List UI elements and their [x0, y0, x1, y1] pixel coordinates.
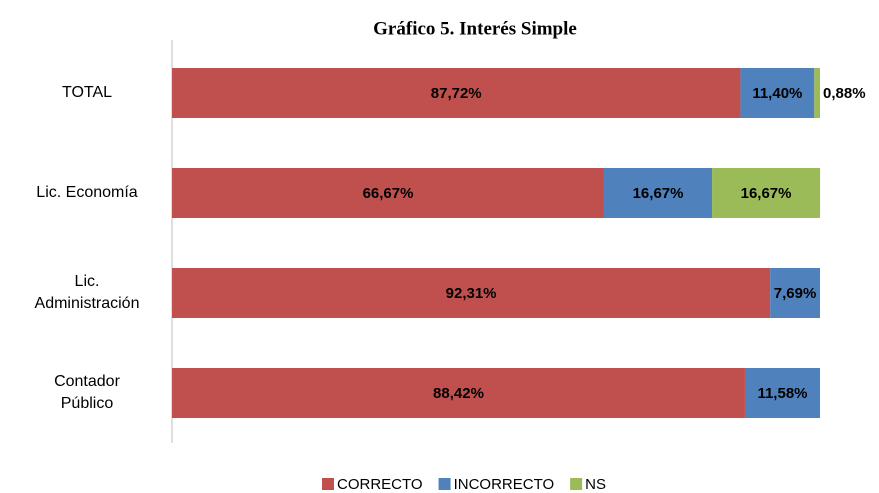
legend-swatch [438, 478, 451, 490]
data-label: 11,40% [752, 85, 802, 102]
bar-segment [740, 68, 815, 118]
y-tick-label: Contador Público [54, 373, 120, 412]
data-label: 87,72% [431, 85, 482, 102]
bar-segment [604, 168, 713, 218]
bar-segment [770, 268, 820, 318]
data-label: 88,42% [433, 385, 484, 402]
legend-label: INCORRECTO [454, 476, 555, 493]
bar-segment [172, 268, 771, 318]
bar-segment [172, 368, 745, 418]
chart-title: Gráfico 5. Interés Simple [373, 18, 577, 39]
y-tick-label: Lic. Administración [34, 273, 140, 312]
bar-segment [712, 168, 821, 218]
legend-label: CORRECTO [337, 476, 423, 493]
data-label: 7,69% [774, 285, 817, 302]
data-label: 0,88% [823, 85, 866, 102]
data-label: 92,31% [446, 285, 497, 302]
y-tick-label: Lic. Economía [36, 184, 138, 201]
legend-label: NS [585, 476, 606, 493]
legend-swatch [570, 478, 583, 490]
data-label: 66,67% [363, 185, 414, 202]
y-tick-label: TOTAL [61, 84, 113, 101]
data-label: 16,67% [633, 185, 684, 202]
data-label: 16,67% [741, 185, 792, 202]
bar-segment [814, 68, 820, 118]
bar-segment [172, 68, 741, 118]
data-label: 11,58% [757, 385, 807, 402]
bar-segment [744, 368, 820, 418]
legend-swatch [322, 478, 334, 490]
bar-segment [172, 168, 605, 218]
